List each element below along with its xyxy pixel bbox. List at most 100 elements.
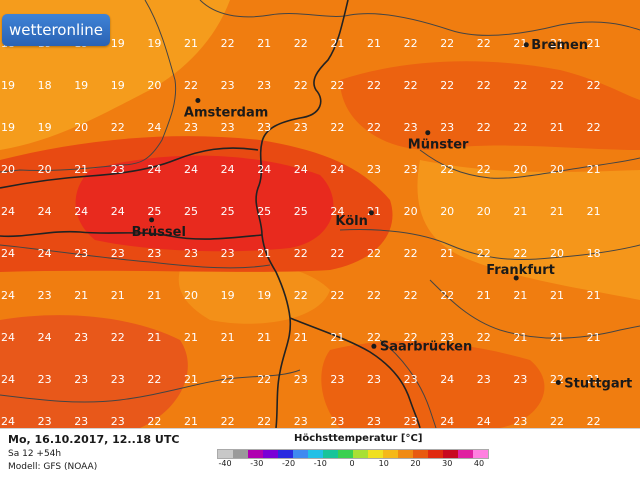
temperature-value: 24 bbox=[1, 205, 15, 218]
temperature-value: 22 bbox=[367, 289, 381, 302]
temperature-value: 19 bbox=[1, 121, 15, 134]
temperature-value: 20 bbox=[184, 289, 198, 302]
temperature-value: 22 bbox=[477, 247, 491, 260]
map-canvas: 18 19 19 19 19 21 22 21 22 21 21 22 22 22 21 21 21 19 18 19… bbox=[0, 0, 640, 428]
city-dot bbox=[195, 98, 201, 103]
temperature-value: 22 bbox=[147, 415, 161, 428]
temperature-value: 22 bbox=[404, 37, 418, 50]
temperature-value: 20 bbox=[550, 163, 564, 176]
temperature-value: 19 bbox=[111, 79, 125, 92]
city-label: Köln bbox=[335, 214, 368, 229]
temperature-value: 21 bbox=[550, 121, 564, 134]
temperature-value: 21 bbox=[367, 205, 381, 218]
legend-color-swatch bbox=[398, 450, 413, 458]
temperature-value: 22 bbox=[367, 79, 381, 92]
temperature-value: 22 bbox=[367, 121, 381, 134]
temperature-value: 23 bbox=[38, 289, 52, 302]
temperature-value: 22 bbox=[440, 163, 454, 176]
temperature-value: 21 bbox=[221, 331, 235, 344]
legend-tick-label: 40 bbox=[473, 459, 485, 468]
temperature-value: 22 bbox=[111, 331, 125, 344]
temperature-value: 24 bbox=[330, 205, 344, 218]
temperature-value: 21 bbox=[550, 331, 564, 344]
region-line-rhine bbox=[379, 339, 437, 428]
legend-color-bar bbox=[217, 449, 489, 459]
legend-color-swatch bbox=[428, 450, 443, 458]
temperature-value: 24 bbox=[147, 163, 161, 176]
temperature-value: 24 bbox=[38, 247, 52, 260]
legend-tick-label: -20 bbox=[281, 459, 296, 468]
temperature-value: 19 bbox=[111, 37, 125, 50]
wetteronline-logo[interactable]: wetteronline bbox=[2, 14, 110, 46]
legend-tick-label: 30 bbox=[442, 459, 453, 468]
temperature-value: 24 bbox=[38, 331, 52, 344]
region-line-north bbox=[199, 0, 640, 36]
temperature-value: 21 bbox=[184, 37, 198, 50]
temperature-value: 22 bbox=[221, 373, 235, 386]
city-dot bbox=[371, 343, 377, 349]
temperature-value: 23 bbox=[404, 121, 418, 134]
legend-color-swatch bbox=[233, 450, 248, 458]
region-line-belgium-france bbox=[0, 244, 271, 269]
warm-zone-southeast bbox=[321, 341, 545, 428]
temperature-value: 22 bbox=[294, 37, 308, 50]
temperature-value: 20 bbox=[404, 205, 418, 218]
legend-color-swatch bbox=[263, 450, 278, 458]
legend-color-swatch bbox=[473, 450, 488, 458]
legend-tick-label: -30 bbox=[250, 459, 264, 468]
temperature-value: 21 bbox=[513, 331, 527, 344]
city-markers: Bremen Amsterdam Münster Brüssel Köln Frankfu… bbox=[132, 38, 633, 392]
temperature-map[interactable]: 18 19 19 19 19 21 22 21 22 21 21 22 22 22 21 21 21 19 18 19… bbox=[0, 0, 640, 428]
city-dot bbox=[149, 217, 155, 223]
temperature-value: 22 bbox=[111, 121, 125, 134]
temperature-value: 24 bbox=[38, 205, 52, 218]
border-germany-west bbox=[255, 0, 349, 428]
temperature-value: 24 bbox=[1, 331, 15, 344]
temperature-value: 21 bbox=[257, 331, 271, 344]
temperature-value: 23 bbox=[38, 415, 52, 428]
temperature-value: 23 bbox=[513, 415, 527, 428]
temperature-value: 23 bbox=[111, 373, 125, 386]
temperature-value: 24 bbox=[440, 373, 454, 386]
temperature-value: 23 bbox=[74, 247, 88, 260]
city-label: Brüssel bbox=[132, 225, 186, 240]
city-label: Saarbrücken bbox=[380, 339, 472, 354]
temperature-value: 23 bbox=[294, 415, 308, 428]
temperature-value: 23 bbox=[221, 121, 235, 134]
border-germany-france bbox=[289, 317, 421, 428]
city-dot bbox=[513, 275, 519, 281]
temperature-value: 19 bbox=[147, 37, 161, 50]
temperature-value: 23 bbox=[404, 163, 418, 176]
temperature-value: 22 bbox=[550, 415, 564, 428]
temperature-value: 19 bbox=[38, 121, 52, 134]
temperature-value: 23 bbox=[404, 415, 418, 428]
temperature-value: 19 bbox=[257, 289, 271, 302]
temperature-value: 19 bbox=[221, 289, 235, 302]
temperature-value: 25 bbox=[294, 205, 308, 218]
temperature-value: 24 bbox=[477, 415, 491, 428]
temperature-value: 23 bbox=[38, 373, 52, 386]
temperature-value: 21 bbox=[74, 289, 88, 302]
temperature-value: 21 bbox=[477, 289, 491, 302]
temperature-value: 22 bbox=[257, 373, 271, 386]
temperature-value: 22 bbox=[404, 247, 418, 260]
temperature-value: 23 bbox=[513, 373, 527, 386]
temperature-value: 21 bbox=[587, 373, 601, 386]
temperature-value: 23 bbox=[184, 247, 198, 260]
legend-color-swatch bbox=[458, 450, 473, 458]
temperature-value: 25 bbox=[221, 205, 235, 218]
temperature-value: 20 bbox=[440, 205, 454, 218]
legend-color-swatch bbox=[353, 450, 368, 458]
legend-color-swatch bbox=[413, 450, 428, 458]
model-run: Sa 12 +54h bbox=[8, 449, 62, 459]
border-netherlands-belgium bbox=[0, 147, 259, 189]
temperature-value: 22 bbox=[330, 121, 344, 134]
legend-tick-label: 20 bbox=[410, 459, 421, 468]
temperature-value: 22 bbox=[147, 373, 161, 386]
legend-color-swatch bbox=[248, 450, 263, 458]
temperature-value: 22 bbox=[184, 79, 198, 92]
temperature-value: 22 bbox=[330, 289, 344, 302]
region-line-france bbox=[0, 369, 301, 403]
temperature-value: 23 bbox=[367, 415, 381, 428]
temperature-value: 21 bbox=[184, 331, 198, 344]
